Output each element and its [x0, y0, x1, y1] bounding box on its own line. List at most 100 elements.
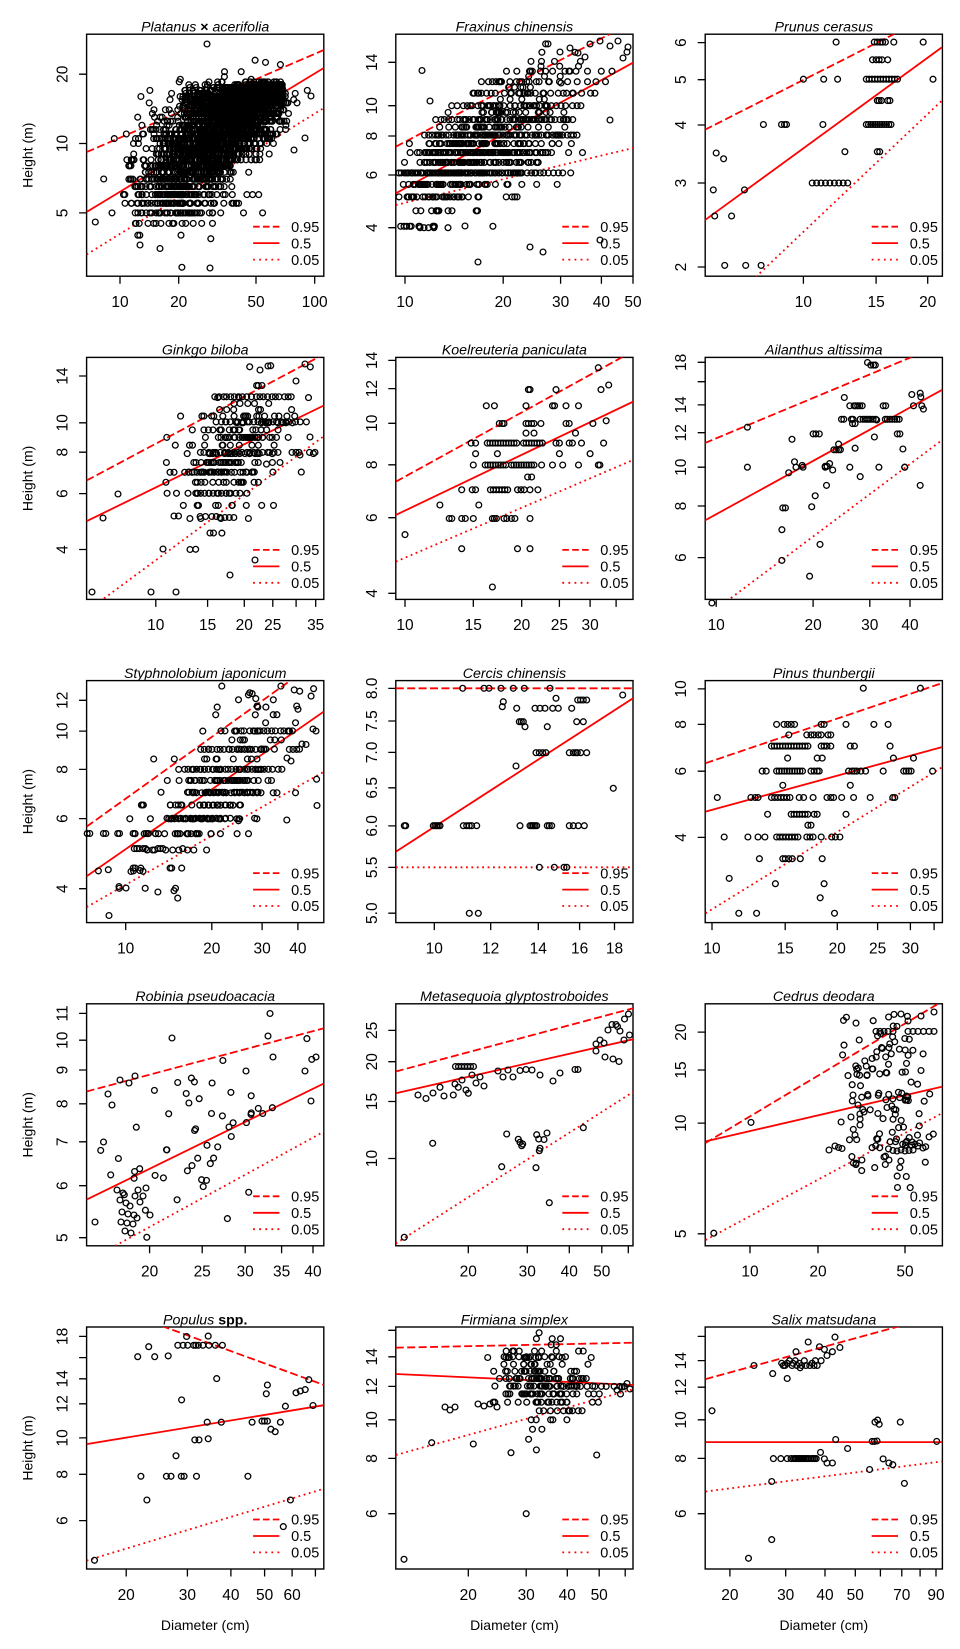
svg-text:12: 12: [673, 424, 690, 441]
svg-text:20: 20: [495, 294, 513, 311]
svg-text:18: 18: [55, 1328, 72, 1345]
svg-text:10: 10: [55, 135, 72, 153]
svg-text:Cedrus deodara: Cedrus deodara: [773, 989, 875, 1005]
svg-text:Pinus thunbergii: Pinus thunbergii: [773, 666, 876, 682]
svg-text:0.05: 0.05: [910, 1222, 938, 1238]
svg-text:20: 20: [829, 940, 847, 957]
svg-text:0.95: 0.95: [910, 866, 938, 882]
svg-text:Height (m): Height (m): [20, 1092, 36, 1157]
svg-text:Fraxinus chinensis: Fraxinus chinensis: [456, 20, 574, 36]
svg-text:0.05: 0.05: [910, 1546, 938, 1562]
svg-text:6: 6: [673, 767, 690, 776]
svg-text:40: 40: [222, 1587, 240, 1604]
svg-text:0.5: 0.5: [291, 560, 311, 576]
svg-text:10: 10: [741, 1264, 759, 1281]
svg-text:5: 5: [55, 1233, 72, 1242]
svg-text:Diameter (cm): Diameter (cm): [779, 1617, 868, 1633]
svg-text:8: 8: [55, 1099, 72, 1108]
svg-text:40: 40: [289, 940, 307, 957]
svg-text:0.5: 0.5: [910, 1206, 930, 1222]
svg-text:20: 20: [203, 940, 221, 957]
svg-text:0.95: 0.95: [600, 220, 628, 236]
svg-text:Styphnolobium japonicum: Styphnolobium japonicum: [124, 666, 287, 682]
svg-text:10: 10: [55, 722, 72, 740]
svg-text:20: 20: [721, 1587, 739, 1604]
svg-text:6: 6: [55, 814, 72, 823]
svg-text:40: 40: [559, 1587, 577, 1604]
svg-text:Metasequoia glyptostroboides: Metasequoia glyptostroboides: [420, 989, 609, 1005]
svg-text:10: 10: [364, 1150, 381, 1168]
svg-text:5.5: 5.5: [364, 857, 381, 879]
svg-text:4: 4: [364, 223, 381, 232]
svg-text:10: 10: [117, 940, 135, 957]
svg-text:11: 11: [55, 1005, 72, 1021]
svg-text:30: 30: [179, 1587, 197, 1604]
svg-text:0.5: 0.5: [291, 236, 311, 252]
svg-text:50: 50: [847, 1587, 865, 1604]
svg-text:12: 12: [364, 380, 381, 397]
svg-text:0.95: 0.95: [600, 866, 628, 882]
svg-text:50: 50: [593, 1264, 611, 1281]
svg-text:Height (m): Height (m): [20, 446, 36, 511]
svg-text:0.95: 0.95: [910, 220, 938, 236]
svg-text:0.95: 0.95: [291, 866, 319, 882]
svg-text:0.5: 0.5: [910, 560, 930, 576]
svg-text:10: 10: [673, 458, 690, 476]
svg-text:0.5: 0.5: [600, 560, 620, 576]
svg-text:16: 16: [571, 940, 588, 957]
svg-text:5.0: 5.0: [364, 902, 381, 924]
svg-text:25: 25: [264, 617, 281, 634]
svg-text:12: 12: [482, 940, 499, 957]
svg-text:12: 12: [673, 1379, 690, 1396]
svg-text:20: 20: [236, 617, 254, 634]
svg-text:Prunus cerasus: Prunus cerasus: [775, 20, 874, 36]
svg-text:0.95: 0.95: [291, 543, 319, 559]
svg-text:35: 35: [307, 617, 324, 634]
svg-text:15: 15: [199, 617, 216, 634]
svg-text:14: 14: [673, 396, 690, 414]
svg-text:Height (m): Height (m): [20, 769, 36, 834]
svg-text:8: 8: [673, 1454, 690, 1463]
svg-text:40: 40: [304, 1264, 322, 1281]
svg-text:70: 70: [893, 1587, 911, 1604]
svg-text:10: 10: [364, 414, 381, 432]
svg-text:Populus spp.: Populus spp.: [163, 1312, 247, 1328]
svg-text:90: 90: [927, 1587, 945, 1604]
svg-text:10: 10: [111, 294, 129, 311]
svg-text:8: 8: [673, 720, 690, 729]
svg-text:30: 30: [581, 617, 599, 634]
svg-text:0.05: 0.05: [291, 1222, 319, 1238]
svg-text:Platanus × acerifolia: Platanus × acerifolia: [141, 20, 269, 36]
svg-text:6: 6: [55, 1516, 72, 1525]
svg-text:6: 6: [55, 489, 72, 498]
svg-text:6: 6: [673, 553, 690, 562]
svg-text:0.5: 0.5: [910, 1529, 930, 1545]
svg-text:40: 40: [901, 617, 919, 634]
svg-text:6.5: 6.5: [364, 777, 381, 799]
svg-text:5: 5: [673, 1229, 690, 1238]
svg-text:10: 10: [147, 617, 165, 634]
svg-text:0.05: 0.05: [910, 576, 938, 592]
svg-text:10: 10: [673, 1411, 690, 1429]
svg-text:14: 14: [673, 1352, 690, 1370]
svg-text:8: 8: [364, 460, 381, 469]
svg-text:Cercis chinensis: Cercis chinensis: [463, 666, 566, 682]
svg-text:0.5: 0.5: [291, 1529, 311, 1545]
svg-text:7: 7: [55, 1137, 72, 1146]
svg-text:10: 10: [708, 617, 726, 634]
svg-text:6: 6: [673, 38, 690, 47]
svg-text:100: 100: [302, 294, 328, 311]
svg-text:Firmiana simplex: Firmiana simplex: [461, 1312, 569, 1328]
svg-text:0.05: 0.05: [910, 899, 938, 915]
svg-text:14: 14: [55, 367, 72, 385]
svg-text:Robinia pseudoacacia: Robinia pseudoacacia: [135, 989, 275, 1005]
svg-text:14: 14: [364, 1348, 381, 1366]
svg-text:Height (m): Height (m): [20, 123, 36, 188]
svg-text:4: 4: [55, 545, 72, 554]
svg-text:20: 20: [141, 1264, 159, 1281]
svg-text:14: 14: [530, 940, 548, 957]
svg-text:20: 20: [364, 1053, 381, 1071]
svg-text:0.95: 0.95: [291, 1513, 319, 1529]
svg-text:0.05: 0.05: [910, 253, 938, 269]
svg-text:18: 18: [606, 940, 623, 957]
